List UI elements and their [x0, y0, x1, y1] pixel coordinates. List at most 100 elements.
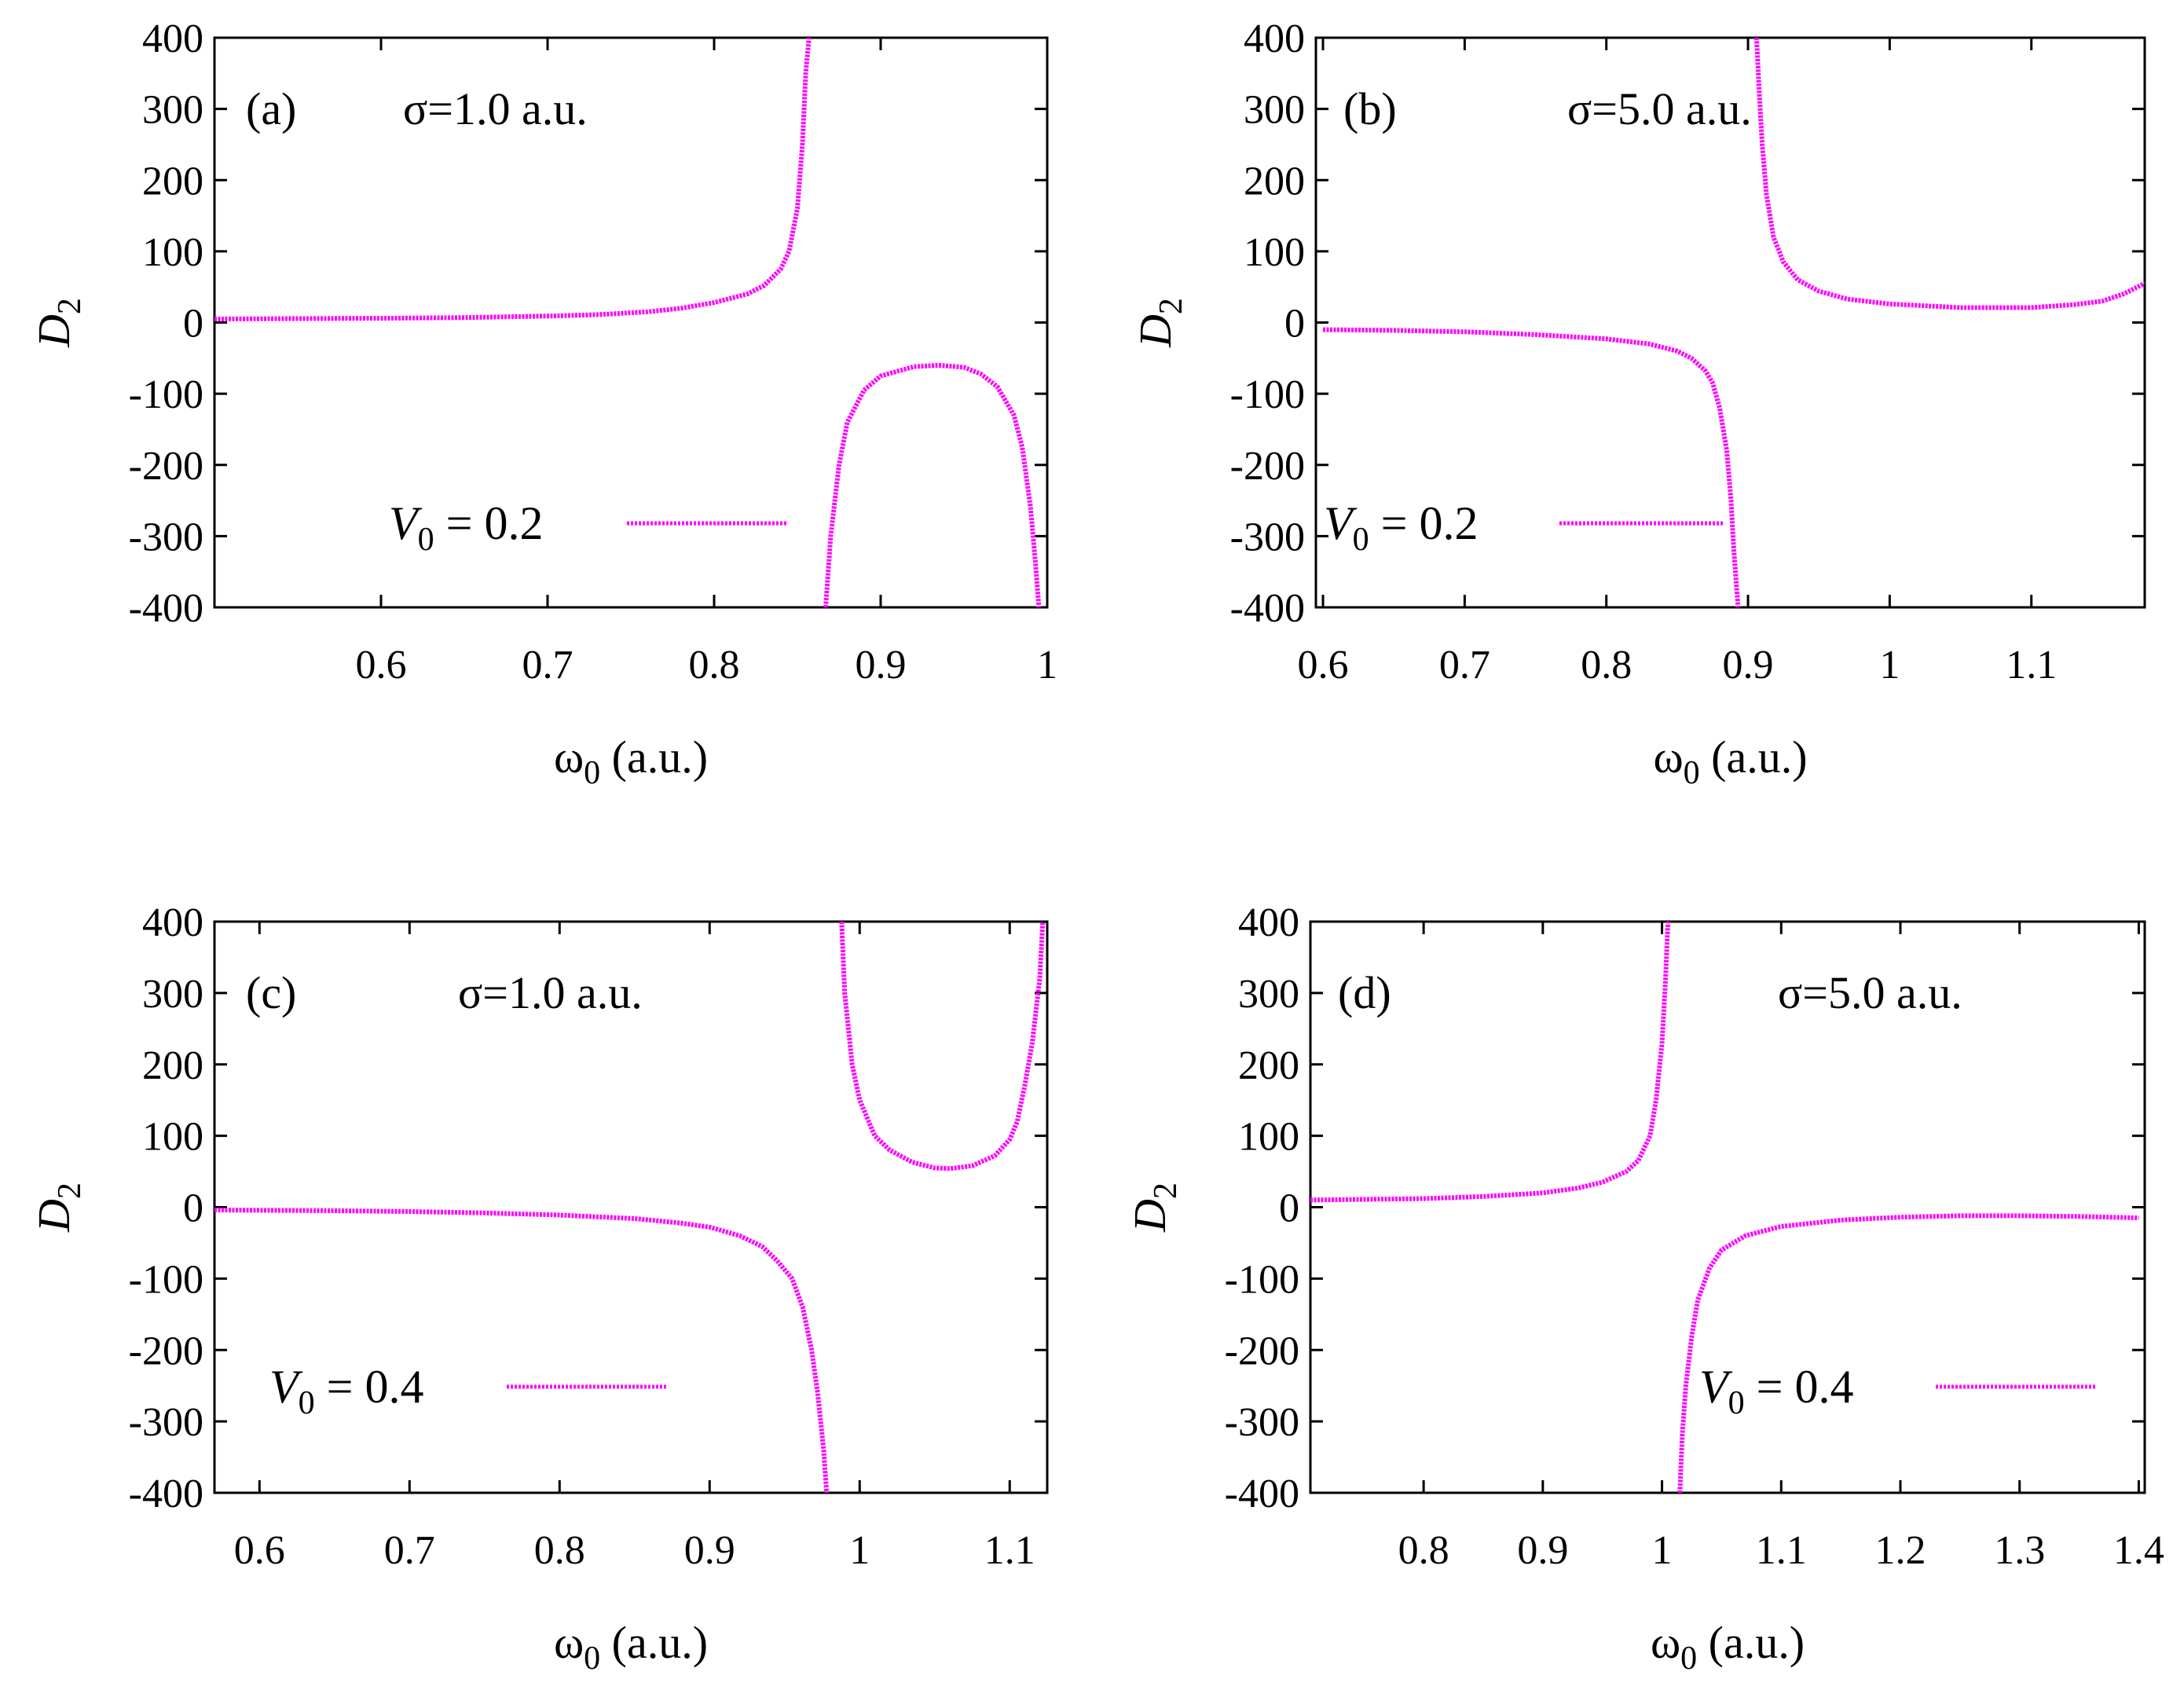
x-axis-label-main: ω — [554, 731, 584, 783]
legend-label-main: V — [389, 497, 423, 549]
legend-label-main: V — [1324, 497, 1358, 549]
x-tick-label: 0.8 — [1398, 1528, 1449, 1573]
y-tick-label: 100 — [1244, 230, 1305, 275]
y-tick-label: 300 — [142, 972, 203, 1017]
y-axis-label-subscript: 2 — [52, 298, 88, 314]
y-tick-label: -100 — [1225, 1257, 1299, 1302]
y-tick-label: -300 — [129, 1400, 203, 1445]
series-line-segment-2 — [1753, 38, 2145, 310]
legend-label: V0 = 0.4 — [269, 1361, 424, 1421]
x-axis-label-subscript: 0 — [584, 1641, 600, 1677]
legend-label: V0 = 0.2 — [1324, 497, 1479, 558]
legend-label-main: V — [269, 1361, 303, 1413]
y-axis-label: D2 — [1124, 1182, 1184, 1233]
sigma-annotation: σ=5.0 a.u. — [1778, 967, 1962, 1018]
y-tick-label: -100 — [129, 372, 203, 417]
x-tick-label: 1 — [1037, 643, 1057, 687]
y-tick-label: -200 — [1230, 444, 1305, 489]
y-tick-label: 300 — [142, 88, 203, 133]
series-line-segment-1 — [1322, 327, 1741, 607]
x-axis-label: ω0 (a.u.) — [1651, 1617, 1805, 1677]
y-tick-label: 300 — [1244, 88, 1305, 133]
y-axis-label-group: D2 — [1124, 1182, 1184, 1233]
x-tick-label: 0.8 — [534, 1528, 585, 1573]
y-tick-label: -300 — [1230, 515, 1305, 559]
x-axis-label-main: ω — [1651, 1617, 1680, 1668]
panel-tag: (a) — [246, 83, 296, 134]
y-tick-label: 200 — [1238, 1043, 1299, 1088]
x-axis-label-main: ω — [1653, 731, 1683, 783]
y-tick-label: -200 — [129, 444, 203, 489]
x-tick-label: 1.1 — [2006, 643, 2057, 687]
y-tick-label: 400 — [1238, 900, 1299, 945]
legend-label-rest: = 0.2 — [1369, 497, 1479, 549]
y-tick-label: -300 — [1225, 1400, 1299, 1445]
series-group — [214, 922, 1046, 1493]
y-axis-label: D2 — [28, 298, 88, 348]
legend-label-main: V — [1699, 1361, 1733, 1413]
x-tick-label: 1 — [1879, 643, 1900, 687]
y-tick-label: 400 — [1244, 16, 1305, 61]
y-axis-label-subscript: 2 — [1153, 298, 1189, 314]
y-tick-label: 300 — [1238, 972, 1299, 1017]
y-tick-label: -300 — [129, 515, 203, 559]
y-tick-label: -400 — [129, 586, 203, 631]
y-tick-label: 400 — [142, 900, 203, 945]
series-line-segment-1 — [214, 38, 812, 321]
sigma-annotation: σ=1.0 a.u. — [458, 967, 643, 1018]
legend-label: V0 = 0.4 — [1699, 1361, 1854, 1421]
series-line-segment-2 — [1677, 1213, 2139, 1493]
legend-label-rest: = 0.4 — [1745, 1361, 1854, 1413]
x-axis-label: ω0 (a.u.) — [554, 731, 708, 791]
x-axis-label-main: ω — [554, 1617, 584, 1668]
y-tick-label: 0 — [1284, 302, 1305, 346]
y-axis-label-main: D — [1124, 1199, 1175, 1233]
y-tick-label: -200 — [129, 1329, 203, 1373]
y-axis-label: D2 — [1130, 298, 1189, 348]
series-line-segment-1 — [214, 1208, 830, 1493]
y-tick-label: 200 — [142, 159, 203, 203]
legend-label-subscript: 0 — [1728, 1385, 1745, 1421]
x-axis-label-rest: (a.u.) — [600, 1617, 708, 1668]
x-tick-label: 1 — [1652, 1528, 1673, 1573]
y-tick-label: -400 — [1225, 1472, 1299, 1516]
x-tick-label: 0.9 — [1517, 1528, 1568, 1573]
x-axis-label: ω0 (a.u.) — [554, 1617, 708, 1677]
sigma-annotation: σ=5.0 a.u. — [1567, 83, 1752, 134]
panel-tag: (b) — [1343, 83, 1397, 134]
legend-label: V0 = 0.2 — [389, 497, 544, 558]
y-tick-label: -400 — [1230, 586, 1305, 631]
series-line-segment-2 — [839, 922, 1046, 1171]
y-tick-label: -100 — [1230, 372, 1305, 417]
x-tick-label: 0.7 — [1439, 643, 1490, 687]
x-tick-label: 0.9 — [856, 643, 907, 687]
x-axis-label-subscript: 0 — [1680, 1641, 1697, 1677]
x-tick-label: 0.9 — [1723, 643, 1774, 687]
y-axis-label-group: D2 — [1130, 298, 1189, 348]
x-axis-label: ω0 (a.u.) — [1653, 731, 1807, 791]
y-tick-label: -400 — [129, 1472, 203, 1516]
legend-label-subscript: 0 — [299, 1385, 315, 1421]
y-tick-label: 100 — [142, 1115, 203, 1160]
x-axis-label-rest: (a.u.) — [600, 731, 708, 783]
x-axis-label-rest: (a.u.) — [1700, 731, 1808, 783]
series-group — [1310, 922, 2139, 1493]
legend-label-subscript: 0 — [418, 522, 434, 558]
panel-tag: (d) — [1338, 967, 1391, 1018]
y-tick-label: -100 — [129, 1257, 203, 1302]
x-tick-label: 1.3 — [1994, 1528, 2045, 1573]
series-line-segment-2 — [823, 362, 1042, 607]
x-tick-label: 1.2 — [1874, 1528, 1926, 1573]
series-group — [1322, 38, 2145, 607]
x-tick-label: 0.8 — [689, 643, 740, 687]
y-tick-label: 200 — [142, 1043, 203, 1088]
x-tick-label: 1.1 — [984, 1528, 1035, 1573]
y-tick-label: 0 — [183, 302, 203, 346]
x-axis-label-rest: (a.u.) — [1697, 1617, 1805, 1668]
y-axis-label-group: D2 — [28, 298, 88, 348]
y-tick-label: 200 — [1244, 159, 1305, 203]
x-tick-label: 0.8 — [1581, 643, 1632, 687]
x-tick-label: 0.7 — [384, 1528, 435, 1573]
